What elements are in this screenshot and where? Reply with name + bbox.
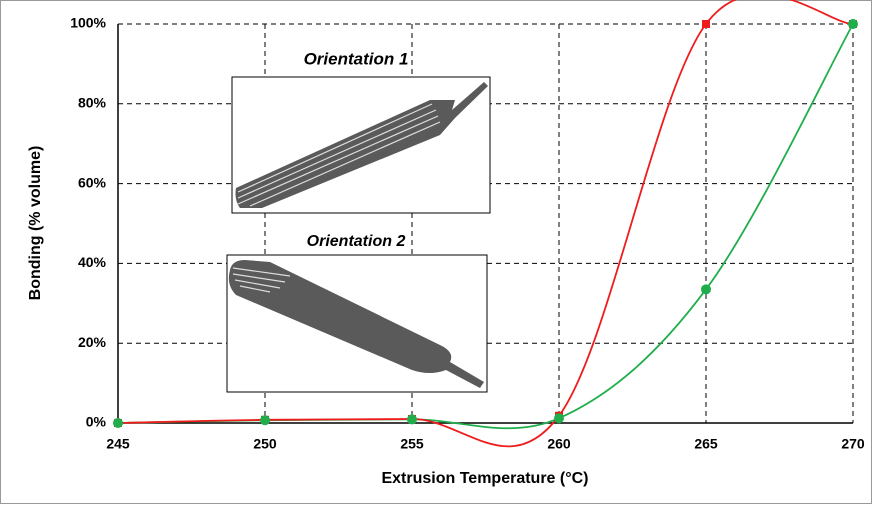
marker (554, 413, 564, 423)
chart: Extrusion Temperature (°C) Bonding (% vo… (0, 0, 872, 504)
marker (848, 19, 858, 29)
y-tick-label: 20% (78, 334, 107, 350)
frame (1, 1, 872, 504)
x-tick-label: 255 (400, 436, 424, 452)
y-tick-label: 100% (70, 15, 106, 31)
annotation-1: Orientation 1 (304, 49, 409, 68)
y-tick-label: 80% (78, 95, 107, 111)
marker (701, 284, 711, 294)
inset-1 (232, 77, 490, 213)
x-tick-label: 250 (253, 436, 277, 452)
x-tick-label: 245 (106, 436, 130, 452)
marker (407, 414, 417, 424)
inset-2 (227, 255, 487, 392)
y-tick-label: 40% (78, 254, 107, 270)
y-tick-label: 60% (78, 174, 107, 190)
x-tick-label: 265 (694, 436, 718, 452)
x-axis-label: Extrusion Temperature (°C) (381, 470, 588, 487)
x-tick-label: 260 (547, 436, 571, 452)
y-axis-label: Bonding (% volume) (27, 146, 44, 301)
marker (260, 415, 270, 425)
marker (113, 418, 123, 428)
x-tick-label: 270 (841, 436, 865, 452)
y-tick-label: 0% (86, 414, 107, 430)
marker (702, 20, 710, 28)
annotation-2: Orientation 2 (307, 233, 406, 250)
